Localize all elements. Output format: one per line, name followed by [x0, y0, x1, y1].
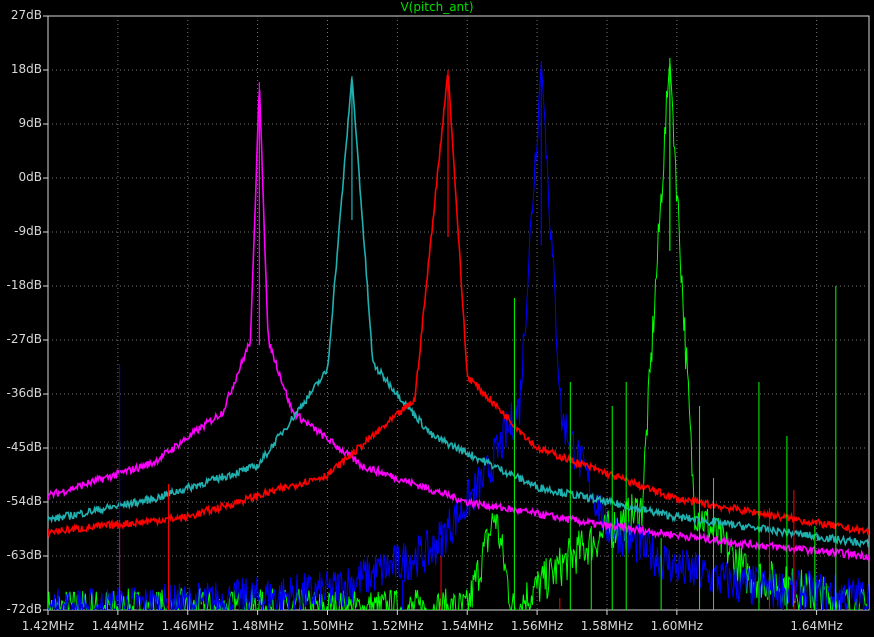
y-tick-label: 18dB — [10, 62, 42, 76]
x-tick-label: 1.44MHz — [91, 619, 145, 633]
y-tick-label: -72dB — [6, 602, 42, 616]
y-tick-label: 0dB — [18, 170, 42, 184]
series-line — [48, 64, 869, 610]
y-tick-label: 27dB — [10, 8, 42, 22]
x-tick-label: 1.42MHz — [21, 619, 75, 633]
x-tick-label: 1.54MHz — [441, 619, 494, 633]
series-line — [48, 74, 869, 539]
series-line — [48, 89, 869, 562]
y-tick-label: -9dB — [14, 224, 42, 238]
y-tick-label: -54dB — [6, 494, 42, 508]
series-line — [48, 62, 869, 610]
x-tick-label: 1.48MHz — [231, 619, 284, 633]
series-line — [48, 78, 869, 549]
y-tick-label: -27dB — [6, 332, 42, 346]
chart-title: V(pitch_ant) — [400, 0, 474, 14]
y-tick-label: -18dB — [6, 278, 42, 292]
x-tick-label: 1.58MHz — [580, 619, 634, 633]
y-tick-label: -36dB — [6, 386, 42, 400]
x-tick-label: 1.64MHz — [790, 619, 843, 633]
y-tick-label: 9dB — [18, 116, 42, 130]
y-tick-label: -45dB — [6, 440, 42, 454]
x-tick-label: 1.56MHz — [510, 619, 564, 633]
x-tick-label: 1.50MHz — [301, 619, 354, 633]
y-tick-label: -63dB — [6, 548, 42, 562]
x-tick-label: 1.52MHz — [371, 619, 424, 633]
x-tick-label: 1.46MHz — [161, 619, 214, 633]
x-tick-label: 1.60MHz — [650, 619, 704, 633]
